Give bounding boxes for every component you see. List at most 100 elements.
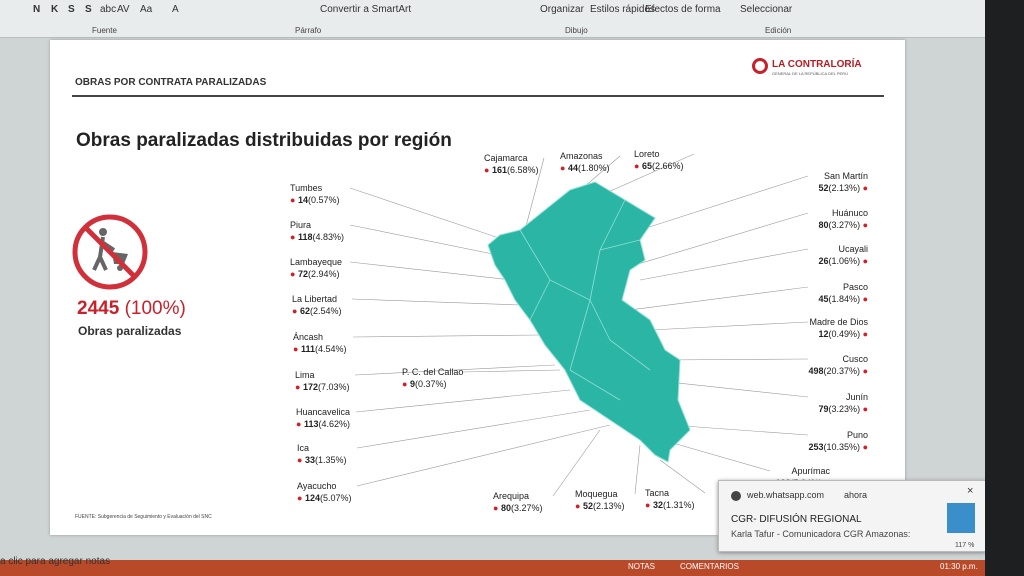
region-name: P. C. del Callao <box>402 367 464 377</box>
region-name: Huancavelica <box>296 407 351 417</box>
region-value: 498(20.37%) ● <box>809 365 869 377</box>
leader-line <box>669 424 809 436</box>
ribbon-button[interactable]: AV <box>117 4 130 15</box>
region-name: Ica <box>297 443 310 453</box>
region-value: ● 32(1.31%) <box>645 499 694 511</box>
region-value: ● 111(4.54%) <box>293 343 346 355</box>
region-name: Tacna <box>645 488 670 498</box>
region-count: 80 <box>500 503 511 513</box>
bullet: ● <box>860 294 868 304</box>
region-label: Tumbes ● 14(0.57%) <box>290 182 339 206</box>
bullet: ● <box>297 493 305 503</box>
region-value: 45(1.84%) ● <box>819 293 868 305</box>
notification[interactable]: web.whatsapp.com ahora × CGR- DIFUSIÓN R… <box>718 480 986 552</box>
bullet: ● <box>860 183 868 193</box>
bullet: ● <box>860 329 868 339</box>
ribbon-button[interactable]: abc <box>100 4 117 15</box>
region-name: Puno <box>846 430 868 440</box>
region-value: ● 80(3.27%) <box>493 502 542 514</box>
notes-placeholder[interactable]: a clic para agregar notas <box>0 556 111 567</box>
region-pct: (0.37%) <box>414 379 447 389</box>
region-label: Loreto ● 65(2.66%) <box>634 148 683 172</box>
bullet: ● <box>290 232 298 242</box>
region-label: Lambayeque ● 72(2.94%) <box>290 256 342 280</box>
region-count: 161 <box>491 165 507 175</box>
leader-line <box>349 224 499 256</box>
region-count: 52 <box>582 501 593 511</box>
clock: 01:30 p.m. <box>940 562 978 571</box>
ribbon-group-label: Edición <box>765 26 792 35</box>
region-pct: (20.37%) <box>823 366 861 376</box>
ribbon-button[interactable]: A <box>172 4 179 15</box>
bullet: ● <box>575 501 583 511</box>
ribbon-group-label: Párrafo <box>295 26 322 35</box>
region-value: 26(1.06%) ● <box>819 255 868 267</box>
ribbon-button[interactable]: Convertir a SmartArt <box>320 4 412 15</box>
ribbon-button[interactable]: N <box>33 4 41 15</box>
bullet: ● <box>296 419 304 429</box>
ribbon-button[interactable]: S <box>68 4 75 15</box>
region-name: Huánuco <box>831 208 868 218</box>
region-pct: (7.03%) <box>317 382 350 392</box>
bullet: ● <box>292 306 300 316</box>
region-pct: (1.31%) <box>662 500 695 510</box>
ribbon-button[interactable]: Aa <box>140 4 153 15</box>
region-pct: (2.94%) <box>307 269 340 279</box>
notes-button[interactable]: NOTAS <box>628 562 655 571</box>
region-label: Cajamarca ● 161(6.58%) <box>484 152 538 176</box>
total: 2445 (100%) <box>77 298 186 320</box>
leader-line <box>349 261 513 281</box>
leader-line <box>356 409 591 449</box>
region-count: 9 <box>409 379 415 389</box>
header-rule <box>72 95 884 97</box>
region-count: 32 <box>652 500 663 510</box>
region-value: ● 118(4.83%) <box>290 231 344 243</box>
region-value: 52(2.13%) ● <box>819 182 868 194</box>
source: FUENTE: Subgerencia de Seguimiento y Eva… <box>75 514 212 520</box>
logo: LA CONTRALORÍA <box>772 59 862 70</box>
region-label: Tacna ● 32(1.31%) <box>645 487 694 511</box>
leader-line <box>639 248 809 281</box>
ribbon-button[interactable]: Estilos rápidos <box>590 4 656 15</box>
comments-button[interactable]: COMENTARIOS <box>680 562 739 571</box>
ribbon-button[interactable]: Efectos de forma <box>645 4 721 15</box>
region-name: Apurímac <box>791 466 830 476</box>
region-name: Cusco <box>842 354 868 364</box>
leader-line <box>354 364 556 376</box>
region-pct: (0.49%) <box>828 329 861 339</box>
region-name: La Libertad <box>292 294 338 304</box>
region-pct: (3.27%) <box>828 220 861 230</box>
ribbon-button[interactable]: Seleccionar <box>740 4 793 15</box>
ribbon-button[interactable]: K <box>51 4 59 15</box>
region-value: ● 161(6.58%) <box>484 164 538 176</box>
region-name: Tumbes <box>290 183 323 193</box>
notif-time: ahora <box>844 490 868 500</box>
region-name: Ayacucho <box>297 481 337 491</box>
slide-header: OBRAS POR CONTRATA PARALIZADAS <box>75 77 267 88</box>
region-name: Moquegua <box>575 489 618 499</box>
ribbon-button[interactable]: Organizar <box>540 4 584 15</box>
region-value: 253(10.35%) ● <box>809 441 869 453</box>
region-name: Arequipa <box>493 491 530 501</box>
region-value: ● 172(7.03%) <box>295 381 349 393</box>
region-value: ● 62(2.54%) <box>292 305 341 317</box>
notif-source: web.whatsapp.com <box>747 490 825 500</box>
bullet: ● <box>860 220 868 230</box>
leader-line <box>552 429 601 497</box>
bullet: ● <box>645 500 653 510</box>
region-value: 79(3.23%) ● <box>819 403 868 415</box>
slide-title: Obras paralizadas distribuidas por regió… <box>76 130 452 151</box>
bullet: ● <box>860 404 868 414</box>
leader-line <box>649 321 809 331</box>
region-label: Amazonas ● 44(1.80%) <box>560 150 609 174</box>
notif-close[interactable]: × <box>967 485 974 497</box>
region-pct: (4.83%) <box>312 232 344 242</box>
map <box>349 153 809 497</box>
leader-line <box>659 358 809 361</box>
region-count: 14 <box>297 195 308 205</box>
ribbon-button[interactable]: S <box>85 4 92 15</box>
leader-line <box>355 389 571 413</box>
region-label: Huancavelica ● 113(4.62%) <box>296 406 350 430</box>
region-value: ● 14(0.57%) <box>290 194 339 206</box>
region-pct: (10.35%) <box>823 442 861 452</box>
